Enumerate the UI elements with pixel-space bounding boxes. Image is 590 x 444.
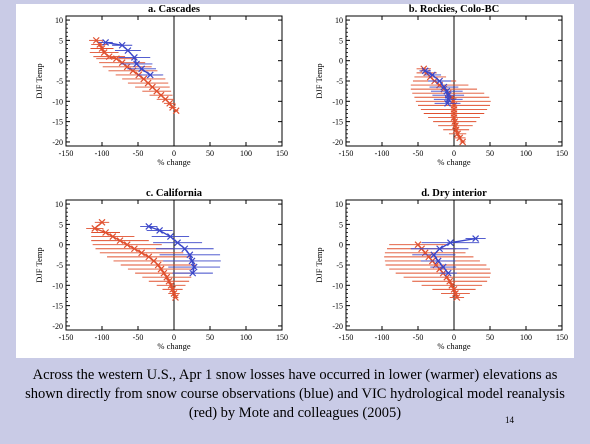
y-tick-label: 10	[335, 16, 343, 25]
y-axis-label: DJF Temp	[314, 247, 324, 282]
y-tick-label: 5	[59, 220, 63, 229]
y-axis-label: DJF Temp	[34, 63, 44, 98]
y-tick-label: -20	[52, 138, 63, 147]
x-tick-label: 150	[276, 149, 288, 158]
y-tick-label: -5	[336, 261, 343, 270]
x-tick-label: 0	[172, 333, 176, 342]
series-line	[148, 225, 195, 274]
chart-title: a. Cascades	[148, 4, 200, 15]
y-axis-label: DJF Temp	[34, 247, 44, 282]
y-tick-label: 10	[335, 200, 343, 209]
series-2	[419, 67, 465, 107]
x-tick-label: 100	[520, 149, 532, 158]
y-tick-label: -20	[332, 322, 343, 331]
series-1	[384, 241, 491, 301]
chart-title: b. Rockies, Colo-BC	[409, 4, 499, 15]
x-tick-label: 100	[240, 149, 252, 158]
figure-background	[16, 4, 574, 358]
chart-title: c. California	[146, 188, 203, 199]
x-tick-label: 50	[206, 333, 214, 342]
slide-caption: Across the western U.S., Apr 1 snow loss…	[25, 367, 565, 421]
x-tick-label: 0	[452, 333, 456, 342]
x-tick-label: 100	[520, 333, 532, 342]
x-tick-label: -50	[413, 149, 424, 158]
y-tick-label: -10	[52, 97, 63, 106]
x-tick-label: -100	[375, 149, 390, 158]
chart-panel-1: a. Cascades-150 -100 -50 0 50 100 1501050-5-10…	[34, 4, 288, 167]
series-line	[424, 70, 449, 104]
y-tick-label: -10	[332, 281, 343, 290]
x-tick-label: -50	[133, 149, 144, 158]
x-tick-label: -50	[413, 333, 424, 342]
chart-panel-3: c. California-150 -100 -50 0 50 100 1501050-5-…	[34, 188, 288, 351]
y-tick-label: -5	[336, 77, 343, 86]
chart-panel-2: b. Rockies, Colo-BC-150 -100 -50 0 50 100 1501…	[314, 4, 568, 167]
series-line	[432, 237, 476, 274]
x-tick-label: 50	[206, 149, 214, 158]
y-tick-label: 5	[59, 36, 63, 45]
series-line	[93, 221, 177, 298]
x-tick-label: -100	[95, 149, 110, 158]
y-tick-label: 5	[339, 36, 343, 45]
y-tick-label: 10	[55, 16, 63, 25]
chart-title: d. Dry interior	[421, 188, 487, 199]
x-tick-label: 0	[452, 149, 456, 158]
x-tick-label: -150	[59, 149, 74, 158]
x-tick-label: 50	[486, 333, 494, 342]
y-axis-label: DJF Temp	[314, 63, 324, 98]
page-number: 14	[505, 415, 514, 425]
y-tick-label: 0	[339, 241, 343, 250]
x-tick-label: 50	[486, 149, 494, 158]
y-tick-label: -15	[332, 118, 343, 127]
series-line	[105, 41, 151, 76]
x-tick-label: 0	[172, 149, 176, 158]
series-2	[410, 235, 486, 277]
y-tick-label: 0	[59, 241, 63, 250]
x-tick-label: 100	[240, 333, 252, 342]
y-tick-label: -20	[332, 138, 343, 147]
x-tick-label: 150	[276, 333, 288, 342]
y-tick-label: -15	[332, 302, 343, 311]
y-tick-label: 0	[339, 57, 343, 66]
x-tick-label: -50	[133, 333, 144, 342]
data-point	[145, 222, 153, 230]
series-1	[86, 218, 196, 301]
y-tick-label: -15	[52, 302, 63, 311]
x-axis-label: % change	[437, 341, 471, 351]
y-tick-label: -10	[332, 97, 343, 106]
x-tick-label: -150	[339, 333, 354, 342]
data-point	[444, 99, 451, 107]
y-tick-label: -15	[52, 118, 63, 127]
y-tick-label: -5	[56, 77, 63, 86]
y-tick-label: -10	[52, 281, 63, 290]
x-axis-label: % change	[157, 157, 191, 167]
y-tick-label: 5	[339, 220, 343, 229]
x-tick-label: -100	[95, 333, 110, 342]
y-tick-label: -5	[56, 261, 63, 270]
y-tick-label: -20	[52, 322, 63, 331]
x-axis-label: % change	[157, 341, 191, 351]
chart-panel-4: d. Dry interior-150 -100 -50 0 50 100 1501050-…	[314, 188, 568, 351]
series-2	[98, 38, 164, 79]
x-tick-label: 150	[556, 333, 568, 342]
x-tick-label: 150	[556, 149, 568, 158]
x-tick-label: -150	[339, 149, 354, 158]
x-axis-label: % change	[437, 157, 471, 167]
y-tick-label: 0	[59, 57, 63, 66]
x-tick-label: -100	[375, 333, 390, 342]
series-2	[140, 222, 221, 277]
x-tick-label: -150	[59, 333, 74, 342]
series-line	[417, 244, 458, 298]
y-tick-label: 10	[55, 200, 63, 209]
